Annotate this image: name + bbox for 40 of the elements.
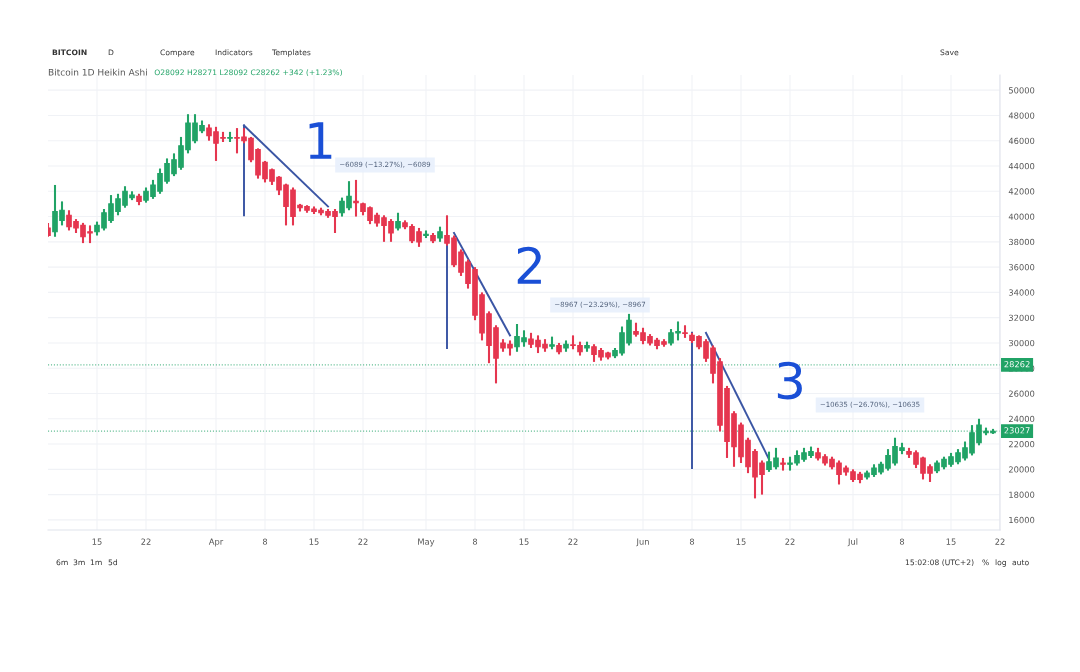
x-tick-label: 15 — [736, 538, 746, 545]
y-tick-label: 26000 — [1008, 390, 1035, 397]
x-tick-label: 15 — [309, 538, 319, 545]
y-tick-label: 48000 — [1008, 112, 1035, 119]
x-tick-label: 22 — [995, 538, 1005, 545]
x-tick-label: 8 — [472, 538, 478, 545]
x-tick-label: Jun — [636, 538, 649, 547]
y-tick-label: 46000 — [1008, 137, 1035, 145]
y-tick-label: 18000 — [1009, 491, 1035, 498]
y-tick-label: 36000 — [1008, 264, 1035, 271]
y-tick-label: 44000 — [1008, 162, 1035, 170]
x-tick-label: 8 — [899, 538, 905, 545]
chart-title: Bitcoin 1D Heikin Ashi — [48, 68, 147, 76]
x-tick-label: May — [418, 538, 435, 547]
y-tick-label: 42000 — [1008, 188, 1035, 195]
ref-line-label: 23027 — [1004, 427, 1030, 434]
y-tick-label: 24000 — [1008, 415, 1035, 423]
y-tick-label: 34000 — [1008, 289, 1035, 296]
x-tick-label: 15 — [92, 538, 102, 545]
annotation: 2 — [517, 246, 541, 284]
y-tick-label: 22000 — [1008, 441, 1035, 448]
x-tick-label: Jul — [847, 538, 858, 547]
y-tick-label: 32000 — [1008, 314, 1035, 321]
y-tick-label: 30000 — [1008, 339, 1035, 347]
y-tick-label: 50000 — [1008, 87, 1035, 94]
x-tick-label: 22 — [785, 538, 795, 545]
x-tick-label: 22 — [568, 538, 578, 545]
y-tick-label: 40000 — [1008, 213, 1035, 220]
x-tick-label: 8 — [689, 538, 695, 545]
y-tick-label: 38000 — [1008, 238, 1035, 246]
x-tick-label: 15 — [946, 538, 956, 545]
y-tick-label: 20000 — [1008, 466, 1035, 473]
annotation: 1 — [309, 122, 332, 159]
x-tick-label: 15 — [519, 538, 529, 545]
x-tick-label: 22 — [141, 538, 151, 545]
x-tick-label: 22 — [358, 538, 368, 545]
annotation: 3 — [777, 361, 802, 400]
x-tick-label: Apr — [208, 538, 224, 547]
x-tick-label: 8 — [262, 538, 268, 545]
y-tick-label: 16000 — [1009, 516, 1035, 524]
